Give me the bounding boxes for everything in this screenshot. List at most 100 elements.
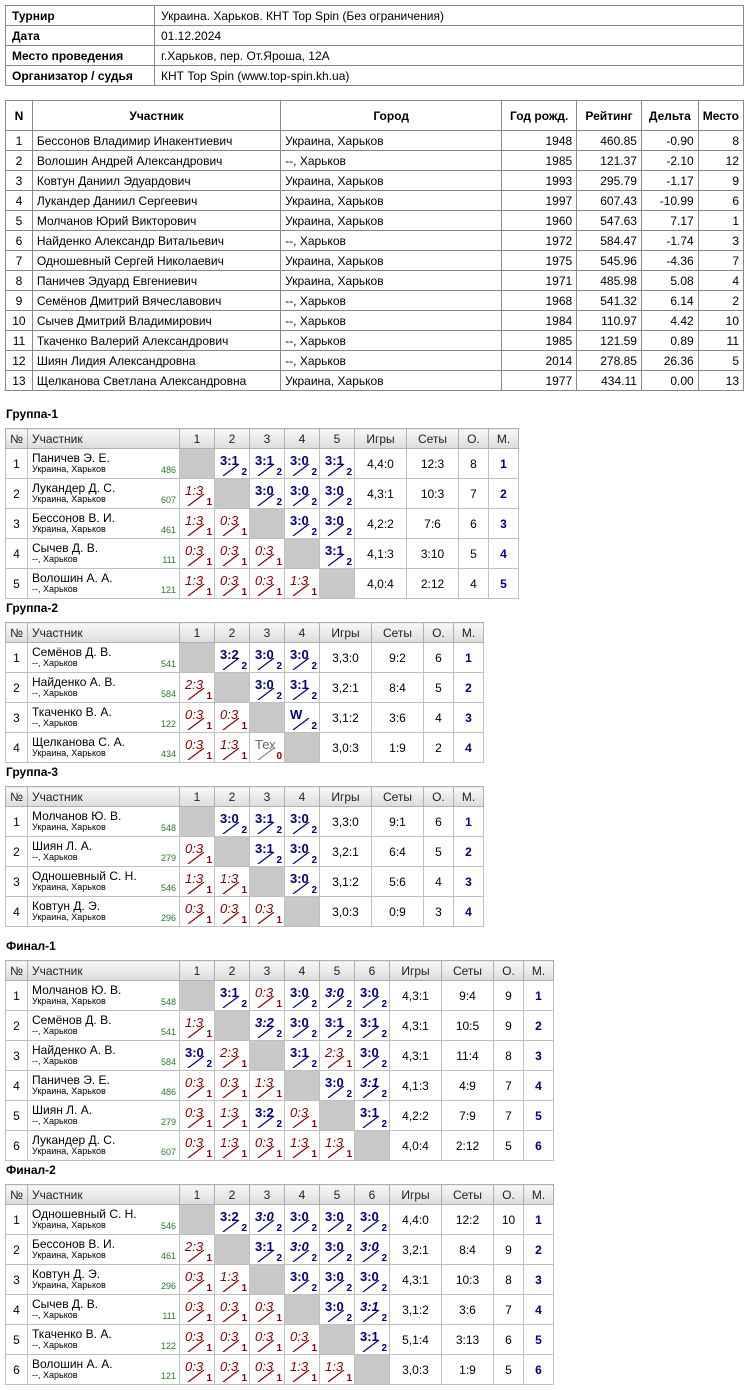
match-result: 1:3 1 <box>214 1100 250 1131</box>
player-cell: Волошин А. А. --, Харьков 121 <box>27 1354 180 1385</box>
slash-icon <box>327 554 345 566</box>
column-header-place: М. <box>488 428 519 449</box>
player-cell: Молчанов Ю. В. Украина, Харьков 548 <box>27 806 180 837</box>
match-score: 1:3 <box>325 1359 344 1374</box>
match-result: 0:3 1 <box>214 1354 250 1385</box>
slash-icon <box>222 912 240 924</box>
match-points: 1 <box>311 1373 317 1384</box>
slash-icon <box>292 688 310 700</box>
table-cell: --, Харьков <box>280 310 503 331</box>
points-value: 4 <box>458 568 489 599</box>
match-result: 3:0 2 <box>319 1294 355 1325</box>
slash-icon <box>222 1056 240 1068</box>
slash-icon <box>362 1026 380 1038</box>
diagonal-cell <box>319 1100 355 1131</box>
sets-value: 3:10 <box>406 538 459 569</box>
player-cell: Сычев Д. В. --, Харьков 111 <box>27 538 180 569</box>
column-header-num: № <box>5 960 28 981</box>
player-name: Волошин А. А. <box>32 570 113 585</box>
column-header-points: О. <box>423 786 454 807</box>
match-result: Тех 0 <box>249 732 285 763</box>
slash-icon <box>257 464 275 476</box>
table-cell: Щелканова Светлана Александровна <box>31 370 282 391</box>
match-result: 1:3 1 <box>284 1130 320 1161</box>
column-header-num: № <box>5 1184 28 1205</box>
match-result: 3:0 2 <box>284 448 320 479</box>
match-points: 2 <box>311 1059 317 1070</box>
match-result: 0:3 1 <box>179 1070 215 1101</box>
slash-icon <box>222 554 240 566</box>
slash-icon <box>292 494 310 506</box>
games-value: 4,3:1 <box>354 478 407 509</box>
player-city: Украина, Харьков <box>32 1279 106 1290</box>
table-cell: 0.00 <box>640 370 699 391</box>
table-cell: 1997 <box>501 190 578 211</box>
match-points: 2 <box>241 661 247 672</box>
slash-icon <box>257 688 275 700</box>
slash-icon <box>292 1220 310 1232</box>
slash-icon <box>292 524 310 536</box>
match-points: 2 <box>381 1059 387 1070</box>
slash-icon <box>327 1220 345 1232</box>
sets-value: 0:9 <box>371 896 424 927</box>
player-cell: Паничев Э. Е. Украина, Харьков 486 <box>27 448 180 479</box>
table-row: 8 Паничев Эдуард Евгениевич Украина, Харьк… <box>5 270 745 291</box>
slash-icon <box>327 1146 345 1158</box>
diagonal-cell <box>284 896 320 927</box>
column-header-sets: Сеты <box>371 786 424 807</box>
player-name: Паничев Э. Е. <box>32 1072 110 1087</box>
points-value: 6 <box>423 642 454 673</box>
match-score: Тех <box>255 737 276 752</box>
match-result: 3:0 2 <box>284 980 320 1011</box>
match-score: 0:3 <box>220 573 239 588</box>
points-value: 4 <box>423 702 454 733</box>
slash-icon <box>187 1116 205 1128</box>
match-score: 3:0 <box>325 483 344 498</box>
match-result: 3:2 2 <box>214 642 250 673</box>
match-result: 1:3 1 <box>284 1354 320 1385</box>
table-cell: 545.96 <box>576 250 642 271</box>
table-row: 4 Сычев Д. В. --, Харьков 111 0:3 1 0:3 1 0:3 1 3:… <box>5 538 519 569</box>
match-points: 1 <box>276 1089 282 1100</box>
match-score: 3:0 <box>290 1269 309 1284</box>
match-points: 1 <box>241 557 247 568</box>
column-header-opponent: 5 <box>319 428 355 449</box>
sets-value: 11:4 <box>441 1040 494 1071</box>
match-score: 3:0 <box>325 1239 344 1254</box>
slash-icon <box>327 1056 345 1068</box>
slash-icon <box>362 1056 380 1068</box>
games-value: 3,0:3 <box>319 732 372 763</box>
table-cell: 7 <box>5 250 33 271</box>
player-name: Бессонов В. И. <box>32 510 115 525</box>
player-cell: Щелканова С. А. Украина, Харьков 434 <box>27 732 180 763</box>
match-result: 1:3 1 <box>179 1010 215 1041</box>
slash-icon <box>257 494 275 506</box>
slash-icon <box>292 882 310 894</box>
match-result: 3:0 2 <box>249 672 285 703</box>
match-points: 1 <box>206 587 212 598</box>
player-rating: 279 <box>160 1117 176 1127</box>
table-row: 4 Ковтун Д. Э. Украина, Харьков 296 0:3 1 0:3 1… <box>5 896 484 927</box>
row-number: 1 <box>5 980 28 1011</box>
match-points: 2 <box>311 855 317 866</box>
diagonal-cell <box>214 478 250 509</box>
match-result: 1:3 1 <box>284 568 320 599</box>
games-value: 5,1:4 <box>389 1324 442 1355</box>
table-cell: 8 <box>697 130 745 151</box>
match-score: 3:0 <box>255 647 274 662</box>
column-header-player: Участник <box>27 622 180 643</box>
player-city: Украина, Харьков <box>32 463 106 474</box>
row-number: 4 <box>5 732 28 763</box>
slash-icon <box>222 584 240 596</box>
table-cell: 110.97 <box>576 310 642 331</box>
player-cell: Шиян Л. А. --, Харьков 279 <box>27 836 180 867</box>
table-cell: 9 <box>5 290 33 311</box>
table-cell: 547.63 <box>576 210 642 231</box>
player-city: --, Харьков <box>32 1055 78 1066</box>
match-points: 1 <box>276 915 282 926</box>
slash-icon <box>292 1056 310 1068</box>
match-result: 3:0 2 <box>319 508 355 539</box>
place-value: 5 <box>523 1324 554 1355</box>
table-cell: 541.32 <box>576 290 642 311</box>
sets-value: 9:4 <box>441 980 494 1011</box>
